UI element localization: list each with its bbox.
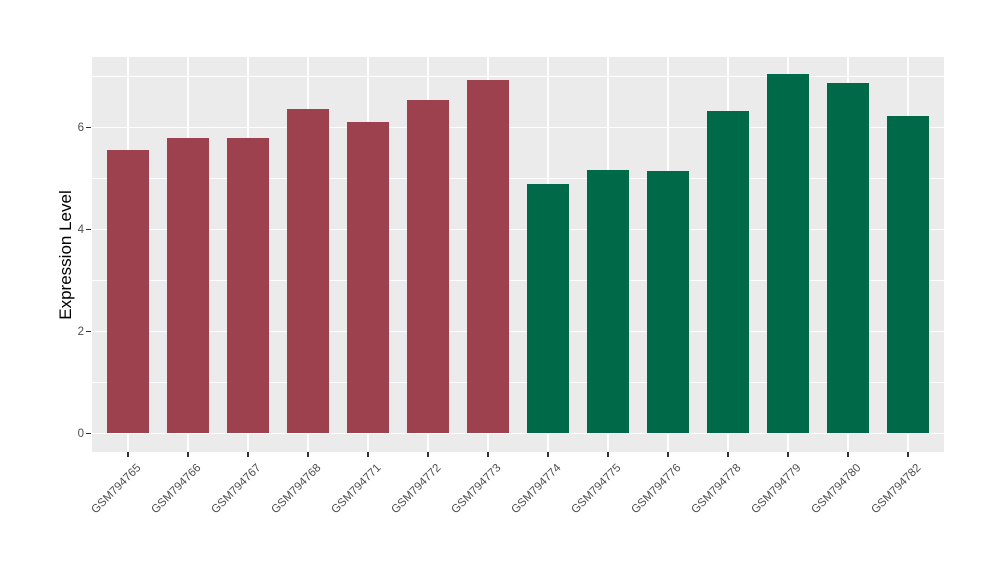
x-tick-mark [127, 452, 129, 457]
bar [827, 82, 869, 434]
y-tick-mark [86, 330, 91, 333]
x-tick-label: GSM794771 [329, 462, 384, 517]
y-tick-label: 4 [77, 223, 84, 236]
plot-panel [92, 57, 944, 452]
y-axis-title: Expression Level [56, 190, 75, 320]
x-tick-label: GSM794774 [509, 462, 564, 517]
bar [527, 183, 569, 434]
x-tick-label: GSM794768 [269, 462, 324, 517]
x-tick-label: GSM794776 [629, 462, 684, 517]
x-tick-label: GSM794765 [89, 462, 144, 517]
x-tick-mark [367, 452, 369, 457]
x-tick-label: GSM794772 [389, 462, 444, 517]
x-tick-mark [247, 452, 249, 457]
gridline-major [92, 228, 944, 231]
bar [767, 74, 809, 434]
x-tick-mark [547, 452, 549, 457]
x-tick-label: GSM794780 [809, 462, 864, 517]
y-tick-label: 2 [77, 325, 84, 338]
gridline-major [92, 330, 944, 333]
x-tick-mark [907, 452, 909, 457]
x-tick-label: GSM794778 [689, 462, 744, 517]
bar [347, 121, 389, 434]
bar [587, 169, 629, 434]
gridline-major [92, 432, 944, 435]
gridline-minor [92, 76, 944, 77]
gridline-minor [92, 178, 944, 179]
x-tick-label: GSM794775 [569, 462, 624, 517]
x-tick-label: GSM794767 [209, 462, 264, 517]
x-tick-mark [667, 452, 669, 457]
gridline-major [92, 126, 944, 129]
x-tick-mark [847, 452, 849, 457]
bar [167, 138, 209, 434]
x-tick-mark [187, 452, 189, 457]
bar [887, 115, 929, 434]
bar [107, 149, 149, 434]
bar [287, 108, 329, 434]
x-tick-label: GSM794773 [449, 462, 504, 517]
x-tick-mark [427, 452, 429, 457]
y-tick-label: 6 [77, 121, 84, 134]
x-tick-label: GSM794779 [749, 462, 804, 517]
x-tick-label: GSM794766 [149, 462, 204, 517]
bar [647, 170, 689, 434]
y-tick-mark [86, 432, 91, 435]
x-tick-label: GSM794782 [869, 462, 924, 517]
bar [407, 100, 449, 434]
gridline-minor [92, 382, 944, 383]
x-tick-mark [787, 452, 789, 457]
gridline-minor [92, 280, 944, 281]
y-tick-label: 0 [77, 427, 84, 440]
bar [227, 138, 269, 434]
x-tick-mark [607, 452, 609, 457]
x-tick-mark [487, 452, 489, 457]
x-tick-mark [727, 452, 729, 457]
bar [707, 111, 749, 434]
x-tick-mark [307, 452, 309, 457]
y-tick-mark [86, 228, 91, 231]
bar [467, 79, 509, 434]
y-tick-mark [86, 126, 91, 129]
